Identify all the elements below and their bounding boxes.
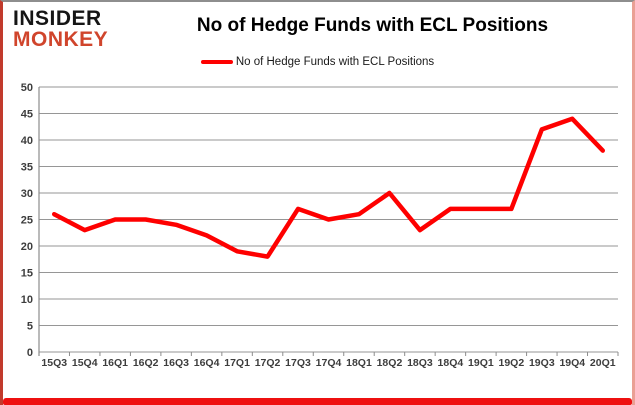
y-tick-label: 15 [21,268,33,280]
x-tick-label: 15Q3 [41,357,67,369]
y-tick-label: 50 [21,82,33,94]
insider-monkey-logo: INSIDER MONKEY [13,7,109,51]
y-tick-label: 45 [21,109,33,121]
x-tick-label: 16Q2 [133,357,159,369]
y-tick-label: 30 [21,188,33,200]
x-tick-label: 17Q3 [285,357,311,369]
y-tick-label: 40 [21,135,33,147]
chart-title: No of Hedge Funds with ECL Positions [196,15,549,36]
x-tick-label: 19Q3 [529,357,555,369]
logo-text-monkey: MONKEY [13,27,109,51]
y-tick-label: 10 [21,294,33,306]
logo-text-insider: INSIDER [13,7,102,30]
x-tick-label: 17Q1 [224,357,250,369]
x-tick-label: 18Q4 [438,357,464,369]
legend-line-swatch [200,60,233,64]
x-tick-label: 18Q3 [407,357,433,369]
x-tick-label: 19Q4 [559,357,585,369]
y-tick-label: 0 [27,347,33,359]
data-line-no-of-hedge-funds-with-ecl-positions [51,116,606,259]
x-tick-label: 18Q1 [346,357,372,369]
chart-legend: No of Hedge Funds with ECL Positions [3,56,632,68]
x-tick-label: 15Q4 [72,357,98,369]
x-tick-label: 19Q2 [498,357,524,369]
y-tick-label: 5 [27,321,33,333]
line-chart: 0 5 10 15 20 25 30 35 40 45 50 15Q3 15Q4 16Q1 16Q2 16Q3… [21,82,619,369]
y-tick-label: 20 [21,241,33,253]
x-tick-label: 17Q2 [255,357,281,369]
y-tick-label: 35 [21,162,33,174]
x-tick-label: 20Q1 [590,357,616,369]
y-tick-label: 25 [21,215,33,227]
x-tick-label: 17Q4 [316,357,342,369]
bottom-red-bar [3,398,632,405]
x-tick-label: 16Q3 [163,357,189,369]
legend-label: No of Hedge Funds with ECL Positions [235,56,435,68]
x-tick-label: 16Q1 [102,357,128,369]
x-tick-label: 18Q2 [377,357,403,369]
x-tick-label: 16Q4 [194,357,220,369]
x-tick-label: 19Q1 [468,357,494,369]
